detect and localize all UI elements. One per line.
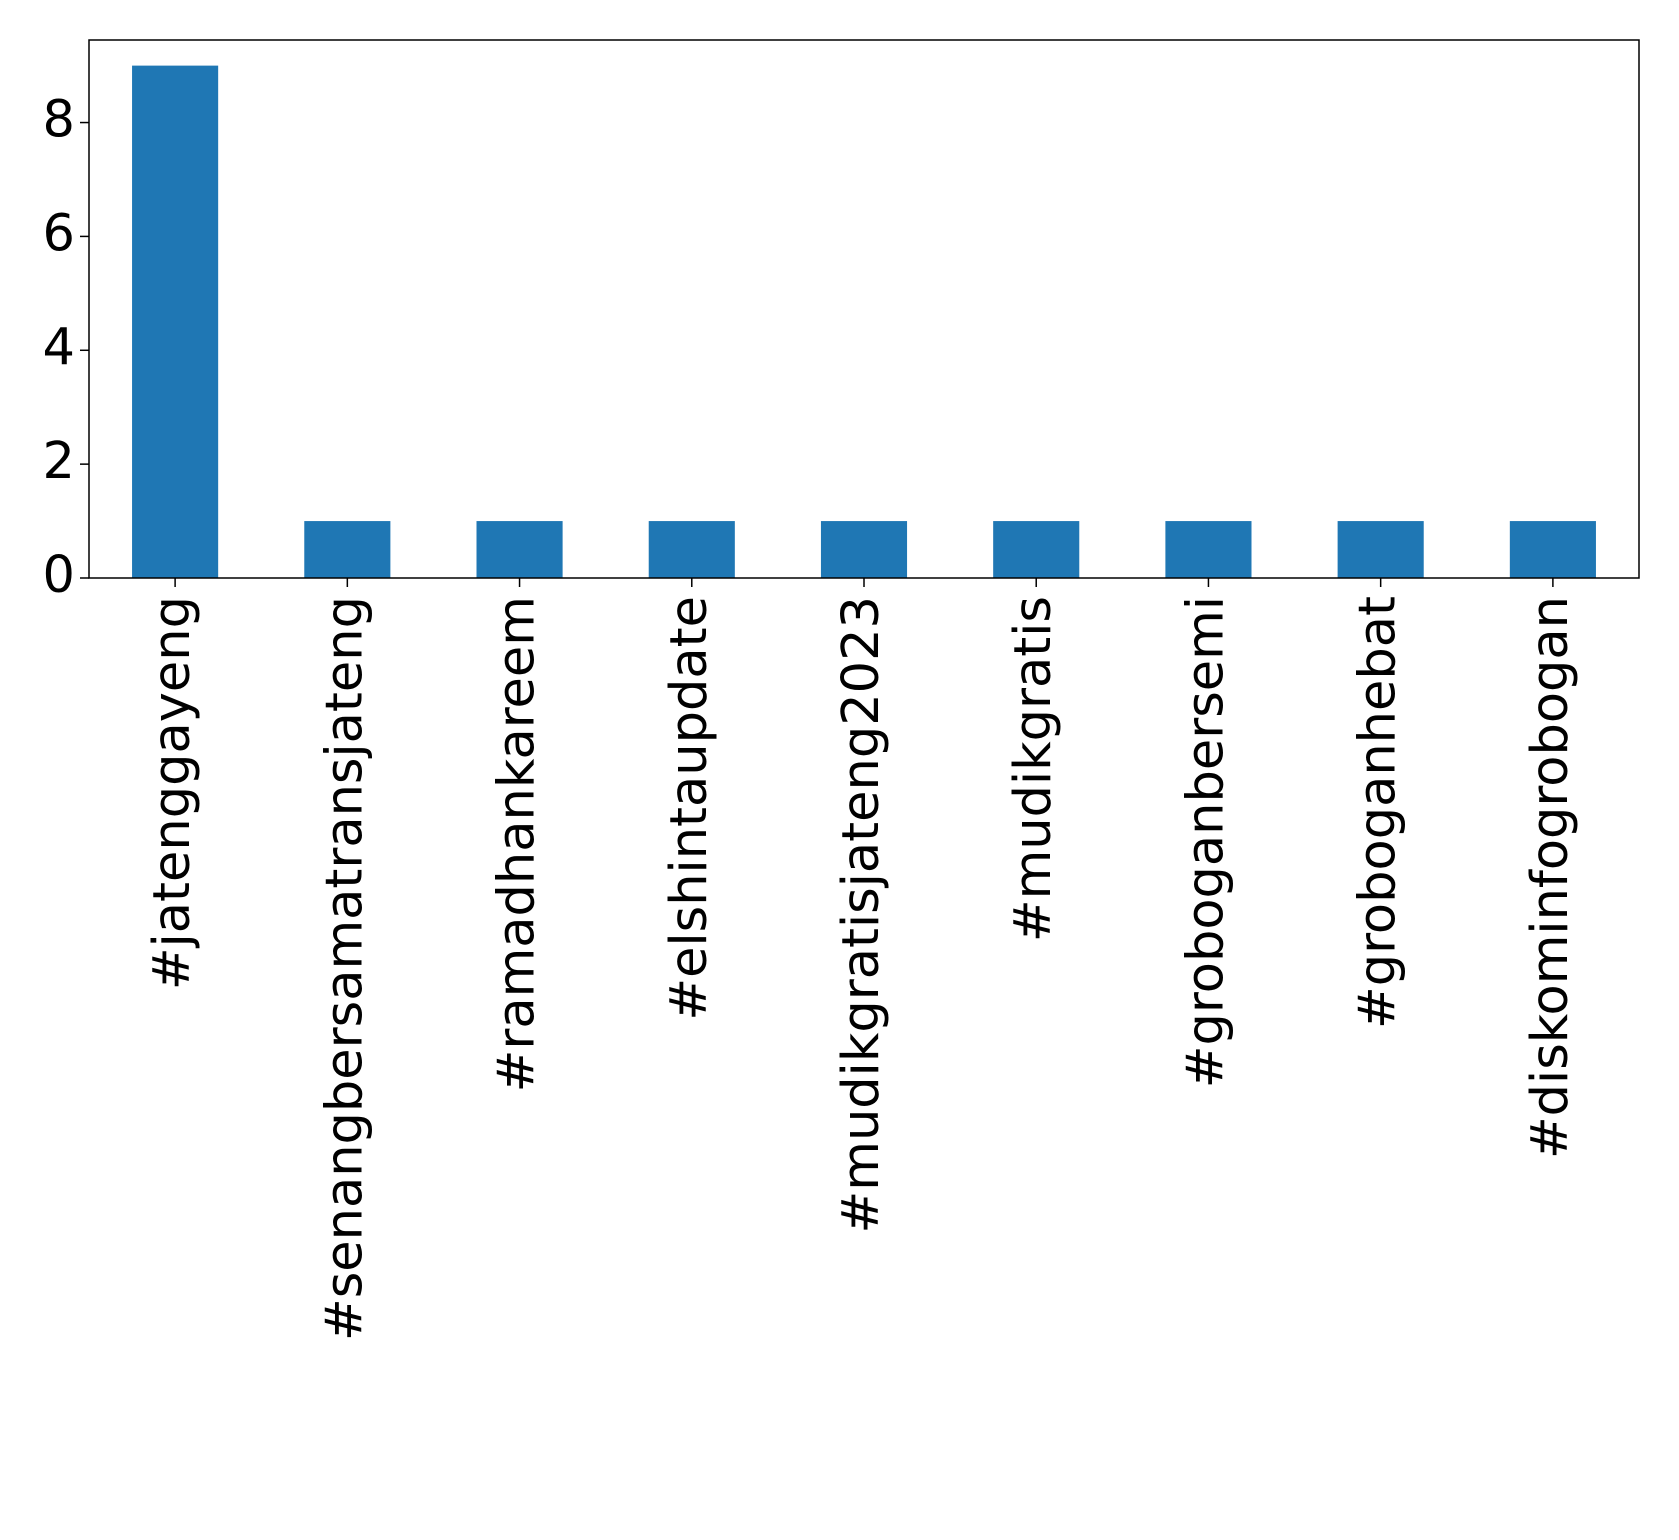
y-tick-label: 4 — [43, 318, 75, 377]
x-tick-label: #elshintaupdate — [660, 596, 719, 1021]
x-tick-label: #diskominfogrobogan — [1521, 596, 1580, 1159]
x-tick-label: #mudikgratisjateng2023 — [832, 596, 891, 1233]
y-tick-label: 8 — [43, 91, 75, 150]
bar — [820, 521, 908, 578]
y-tick-label: 0 — [43, 546, 75, 605]
bar — [132, 65, 219, 579]
bar — [993, 521, 1080, 578]
plot-frame — [88, 39, 1640, 579]
x-tick-label: #jatenggayeng — [143, 596, 202, 990]
x-tick-label: #senangbersamatransjateng — [315, 596, 374, 1341]
x-tick-label: #ramadhankareem — [488, 596, 547, 1092]
bar — [1165, 521, 1252, 578]
y-tick-label: 2 — [43, 432, 75, 491]
bar — [304, 521, 391, 578]
x-tick-label: #groboganhebat — [1349, 596, 1408, 1029]
x-tick-label: #mudikgratis — [1004, 596, 1063, 942]
bar — [1337, 521, 1424, 578]
bar — [648, 521, 735, 578]
x-tick-label: #groboganbersemi — [1176, 596, 1235, 1088]
bar — [476, 521, 563, 578]
bar — [1509, 521, 1596, 578]
y-tick-label: 6 — [43, 204, 75, 263]
